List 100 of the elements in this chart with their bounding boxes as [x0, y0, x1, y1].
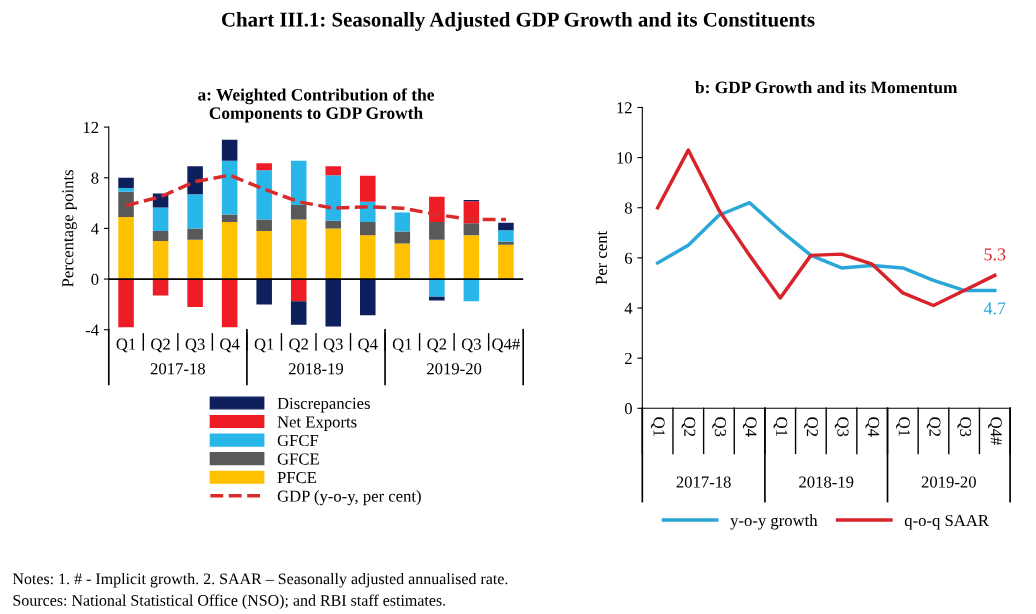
x-tick-label: Q2: [681, 417, 696, 437]
y-tick-label: 12: [617, 102, 632, 114]
bar: [360, 222, 376, 236]
bar: [221, 214, 238, 223]
x-tick-label: Q2: [926, 417, 941, 437]
chart-title: a: Weighted Contribution of the Components to GDP Growth: [198, 88, 435, 123]
x-tick-label: Q4: [742, 417, 757, 437]
legend-label: GFCF: [277, 434, 319, 447]
legend-label: Discrepancies: [277, 397, 370, 413]
data-label: 4.7: [983, 302, 1006, 315]
text: Chart III.1: Seasonally Adjusted GDP Growth and its Constituents: [222, 12, 815, 31]
bar: [256, 170, 272, 220]
bar: [118, 217, 134, 280]
bar: [187, 166, 203, 195]
x-tick-label: Q3: [834, 417, 849, 437]
bar: [118, 191, 134, 218]
legend-label: GDP (y-o-y, per cent): [277, 490, 421, 506]
bar: [187, 239, 203, 280]
y-tick-label: 0: [624, 403, 632, 415]
bar: [463, 279, 480, 302]
x-tick-label: Q2: [151, 338, 170, 353]
bar: [221, 279, 238, 328]
y-axis-title: Percentage points: [62, 170, 77, 287]
x-tick-label: Q4: [865, 417, 880, 437]
bar: [256, 163, 272, 171]
text: Notes: 1. # - Implicit growth. 2. SAAR – Seasonally adjusted annualised rate.: [12, 572, 508, 588]
x-tick-label: Q1: [773, 417, 788, 437]
bar: [221, 222, 238, 280]
x-tick-label: Q4: [358, 338, 378, 353]
y-tick-label: 4: [91, 223, 99, 235]
y-tick-label: 8: [91, 172, 99, 184]
x-tick-label: Q3: [712, 417, 726, 437]
x-tick-label: Q1: [254, 338, 274, 353]
source-note: Sources: National Statistical Office (NSO); and RBI staff estimates.: [13, 594, 446, 610]
bar: [498, 230, 514, 242]
y-tick-label: 0: [91, 273, 99, 286]
bar: [221, 139, 238, 161]
text: 2019-20: [921, 476, 976, 488]
text: 2018-19: [799, 476, 854, 488]
legend-label: Net Exports: [277, 416, 357, 431]
bar: [221, 160, 238, 215]
bar: [152, 279, 169, 296]
line-series: [124, 173, 508, 222]
y-tick-label: 8: [624, 202, 632, 214]
legend-label: y-o-y growth: [730, 514, 818, 530]
data-label: 5.3: [984, 248, 1006, 261]
bar: [152, 207, 169, 231]
y-axis-title: Per cent: [595, 230, 607, 285]
bar: [394, 231, 411, 244]
y-tick-label: -4: [85, 324, 99, 336]
bar: [429, 222, 445, 240]
x-tick-label: Q1: [650, 417, 665, 437]
bar: [290, 204, 307, 220]
bar: [256, 219, 272, 231]
bar: [498, 244, 514, 280]
bar: [152, 241, 169, 280]
bar: [498, 222, 514, 231]
bar: [463, 223, 480, 236]
x-tick-label: Q4: [220, 338, 240, 353]
bar: [429, 239, 445, 280]
text: 2019-20: [427, 363, 482, 375]
x-tick-label: Q1: [116, 338, 136, 353]
x-tick-label: Q3: [461, 338, 481, 353]
bar: [256, 230, 272, 280]
bar: [325, 175, 342, 221]
bar: [429, 196, 445, 223]
x-tick-label: Q3: [185, 338, 205, 353]
bar: [325, 228, 342, 280]
y-tick-label: 2: [625, 352, 632, 364]
bar: [256, 279, 272, 305]
x-tick-label: Q4#: [492, 338, 520, 353]
x-tick-label: Q2: [289, 338, 308, 353]
x-tick-label: Q1: [392, 338, 412, 353]
bar: [360, 175, 376, 202]
legend-label: q-o-q SAAR: [904, 514, 989, 530]
bar: [394, 212, 411, 232]
bar: [325, 166, 342, 176]
bar: [187, 228, 203, 240]
bar: [187, 194, 203, 229]
bar: [325, 220, 342, 229]
bar: [360, 235, 376, 280]
bar: [429, 296, 445, 301]
bar: [429, 279, 445, 297]
bar: [325, 279, 342, 327]
bar: [187, 279, 203, 307]
legend-label: GFCE: [277, 453, 319, 465]
y-tick-label: 6: [624, 252, 633, 264]
bar: [290, 219, 307, 280]
x-tick-label: Q3: [323, 338, 343, 353]
text: 2017-18: [150, 363, 205, 375]
bar: [290, 160, 307, 205]
x-tick-label: Q4#: [988, 417, 1002, 446]
bar: [290, 301, 307, 325]
y-tick-label: 10: [617, 152, 632, 164]
x-tick-label: Q2: [427, 338, 447, 353]
x-tick-label: Q1: [896, 417, 910, 437]
y-tick-label: 12: [83, 121, 99, 133]
x-tick-label: Q3: [957, 417, 972, 437]
text: 2017-18: [676, 476, 731, 488]
bar: [360, 279, 376, 316]
